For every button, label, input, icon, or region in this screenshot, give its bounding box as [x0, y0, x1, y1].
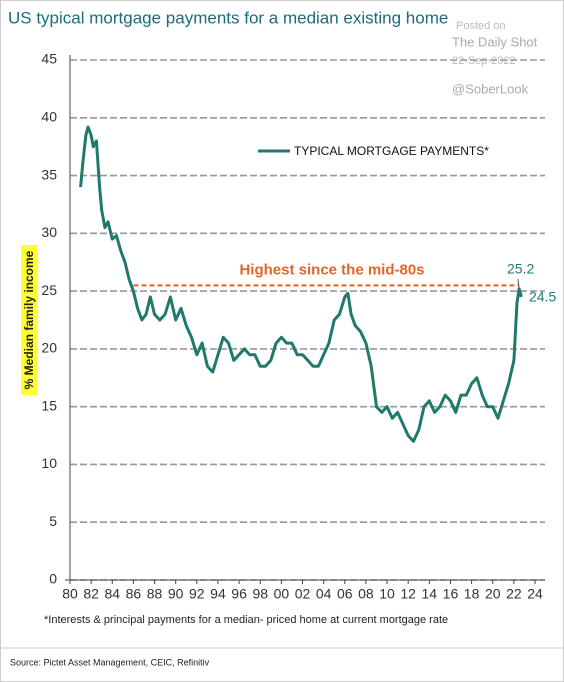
- y-tick-label: 35: [41, 166, 57, 182]
- x-tick-label: 16: [443, 586, 459, 602]
- x-tick-label: 86: [126, 586, 142, 602]
- x-tick-label: 88: [147, 586, 163, 602]
- x-tick-label: 06: [337, 586, 353, 602]
- y-tick-label: 20: [41, 340, 57, 356]
- footnote: *Interests & principal payments for a me…: [44, 614, 448, 626]
- x-tick-label: 96: [231, 586, 247, 602]
- x-tick-label: 20: [485, 586, 501, 602]
- x-tick-label: 90: [168, 586, 184, 602]
- x-tick-label: 22: [506, 586, 522, 602]
- y-tick-label: 0: [49, 571, 57, 587]
- x-tick-label: 04: [316, 586, 332, 602]
- y-tick-label: 40: [41, 108, 57, 124]
- x-tick-label: 84: [104, 586, 120, 602]
- series-line: [79, 125, 523, 443]
- x-tick-label: 10: [379, 586, 395, 602]
- x-tick-label: 02: [295, 586, 311, 602]
- watermark: 22-Sep-2022: [452, 55, 516, 67]
- y-tick-label: 15: [41, 397, 57, 413]
- y-tick-label: 30: [41, 224, 57, 240]
- x-tick-label: 92: [189, 586, 205, 602]
- x-tick-label: 82: [83, 586, 99, 602]
- end-label: 25.2: [507, 261, 534, 277]
- x-tick-label: 98: [252, 586, 268, 602]
- chart-title: US typical mortgage payments for a media…: [8, 8, 448, 27]
- reference-label: Highest since the mid-80s: [239, 261, 424, 278]
- watermark: The Daily Shot: [452, 34, 538, 49]
- x-tick-label: 94: [210, 586, 226, 602]
- legend-label: TYPICAL MORTGAGE PAYMENTS*: [294, 144, 489, 158]
- y-tick-label: 45: [41, 51, 57, 67]
- x-tick-label: 14: [422, 586, 438, 602]
- x-tick-label: 08: [358, 586, 374, 602]
- source: Source: Pictet Asset Management, CEIC, R…: [10, 657, 210, 667]
- y-tick-label: 10: [41, 455, 57, 471]
- x-tick-label: 12: [400, 586, 416, 602]
- end-label: 24.5: [529, 289, 556, 305]
- x-tick-label: 18: [464, 586, 480, 602]
- x-tick-label: 80: [62, 586, 78, 602]
- x-tick-label: 00: [274, 586, 290, 602]
- y-label-highlight: [21, 245, 37, 395]
- x-tick-label: 24: [527, 586, 543, 602]
- watermark: Posted on: [456, 20, 506, 32]
- watermark: @SoberLook: [452, 81, 529, 96]
- y-tick-label: 5: [49, 513, 57, 529]
- end-label-leader: [517, 278, 520, 289]
- y-tick-label: 25: [41, 282, 57, 298]
- y-axis-label: % Median family income: [22, 250, 36, 389]
